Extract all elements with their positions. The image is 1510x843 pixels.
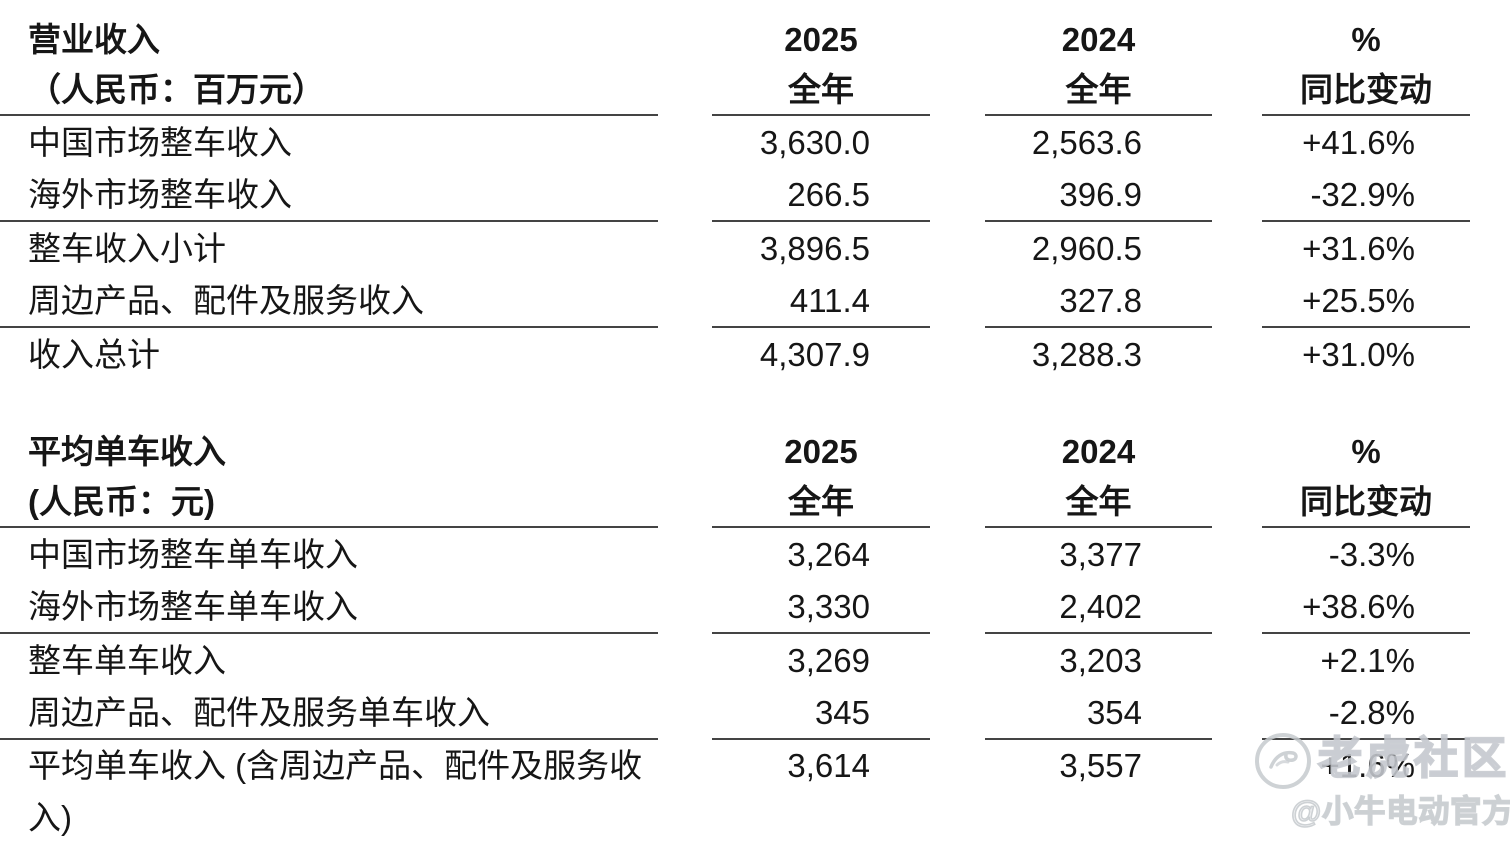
value-2025: 3,269 [787, 641, 870, 679]
value-2025: 411.4 [789, 281, 870, 319]
col-header-percent: % [1351, 432, 1381, 470]
col-header-percent: % [1351, 20, 1381, 58]
table-row-total: 平均单车收入 (含周边产品、配件及服务收入) 3,614 3,557 +1.6% [0, 740, 1510, 843]
value-yoy-change: -32.9% [1310, 175, 1415, 213]
value-2024: 327.8 [1059, 281, 1142, 319]
table-row: 整车收入小计 3,896.5 2,960.5 +31.6% [0, 222, 1510, 274]
row-label: 中国市场整车单车收入 [28, 535, 358, 573]
table-row: 周边产品、配件及服务单车收入 345 354 -2.8% [0, 686, 1510, 738]
value-2025: 345 [814, 693, 870, 731]
table-rule [0, 632, 1510, 634]
row-label: 周边产品、配件及服务单车收入 [28, 693, 490, 731]
value-yoy-change: +31.0% [1302, 335, 1415, 373]
col-header-2025: 2025 [784, 20, 858, 58]
per-vehicle-revenue-table: 平均单车收入 2025 2024 % (人民币：元) 全年 全年 同比变动 中国… [0, 426, 1510, 843]
table-rule [0, 326, 1510, 328]
row-label: 中国市场整车收入 [28, 123, 292, 161]
value-2025: 266.5 [787, 175, 870, 213]
value-2024: 3,557 [1059, 747, 1142, 784]
table-row: 中国市场整车单车收入 3,264 3,377 -3.3% [0, 528, 1510, 580]
value-2024: 3,377 [1059, 535, 1142, 573]
col-header-2025-fullyear: 全年 [788, 70, 854, 108]
table-row: 周边产品、配件及服务收入 411.4 327.8 +25.5% [0, 274, 1510, 326]
value-2025: 3,614 [787, 747, 870, 784]
value-yoy-change: +38.6% [1302, 587, 1415, 625]
row-label: 平均单车收入 (含周边产品、配件及服务收入) [28, 747, 643, 836]
row-label: 周边产品、配件及服务收入 [28, 281, 424, 319]
value-2024: 2,402 [1059, 587, 1142, 625]
value-yoy-change: +41.6% [1302, 123, 1415, 161]
col-header-2024: 2024 [1061, 20, 1136, 58]
value-2025: 3,630.0 [759, 123, 870, 161]
col-header-2025: 2025 [784, 432, 858, 470]
table-rule [0, 114, 1510, 116]
revenue-table-subtitle: （人民币：百万元） [28, 70, 325, 108]
value-2025: 4,307.9 [759, 335, 870, 373]
revenue-table: 营业收入 2025 2024 % （人民币：百万元） 全年 全年 同比变动 中国… [0, 14, 1510, 380]
row-label: 整车收入小计 [28, 229, 226, 267]
col-header-2024-fullyear: 全年 [1065, 70, 1132, 108]
table-row: 中国市场整车收入 3,630.0 2,563.6 +41.6% [0, 116, 1510, 168]
value-2025: 3,330 [787, 587, 870, 625]
pervehicle-header-row-2: (人民币：元) 全年 全年 同比变动 [0, 476, 1510, 526]
value-yoy-change: +1.6% [1320, 747, 1416, 784]
value-yoy-change: -3.3% [1328, 535, 1415, 573]
value-2025: 3,896.5 [759, 229, 870, 267]
table-row: 海外市场整车收入 266.5 396.9 -32.9% [0, 168, 1510, 220]
value-2024: 2,960.5 [1031, 229, 1142, 267]
pervehicle-table-title: 平均单车收入 [28, 432, 226, 470]
table-rule [0, 220, 1510, 222]
table-rule [0, 526, 1510, 528]
value-yoy-change: -2.8% [1328, 693, 1415, 731]
value-2025: 3,264 [787, 535, 870, 573]
value-yoy-change: +25.5% [1302, 281, 1415, 319]
table-row-total: 收入总计 4,307.9 3,288.3 +31.0% [0, 328, 1510, 380]
table-rule [0, 738, 1510, 740]
value-2024: 354 [1086, 693, 1142, 731]
revenue-header-row-1: 营业收入 2025 2024 % [0, 14, 1510, 64]
col-header-yoy-change: 同比变动 [1300, 70, 1432, 108]
value-2024: 3,288.3 [1031, 335, 1142, 373]
row-label: 海外市场整车收入 [28, 175, 292, 213]
row-label: 海外市场整车单车收入 [28, 587, 358, 625]
table-row: 海外市场整车单车收入 3,330 2,402 +38.6% [0, 580, 1510, 632]
pervehicle-table-subtitle: (人民币：元) [28, 482, 215, 520]
pervehicle-header-row-1: 平均单车收入 2025 2024 % [0, 426, 1510, 476]
value-2024: 396.9 [1059, 175, 1142, 213]
col-header-2024: 2024 [1061, 432, 1136, 470]
revenue-header-row-2: （人民币：百万元） 全年 全年 同比变动 [0, 64, 1510, 114]
col-header-yoy-change: 同比变动 [1300, 482, 1432, 520]
row-label: 收入总计 [28, 335, 160, 373]
value-yoy-change: +2.1% [1320, 641, 1416, 679]
revenue-table-title: 营业收入 [28, 20, 160, 58]
col-header-2025-fullyear: 全年 [788, 482, 854, 520]
value-2024: 2,563.6 [1031, 123, 1142, 161]
table-row: 整车单车收入 3,269 3,203 +2.1% [0, 634, 1510, 686]
value-2024: 3,203 [1059, 641, 1142, 679]
col-header-2024-fullyear: 全年 [1065, 482, 1132, 520]
row-label: 整车单车收入 [28, 641, 226, 679]
value-yoy-change: +31.6% [1302, 229, 1415, 267]
